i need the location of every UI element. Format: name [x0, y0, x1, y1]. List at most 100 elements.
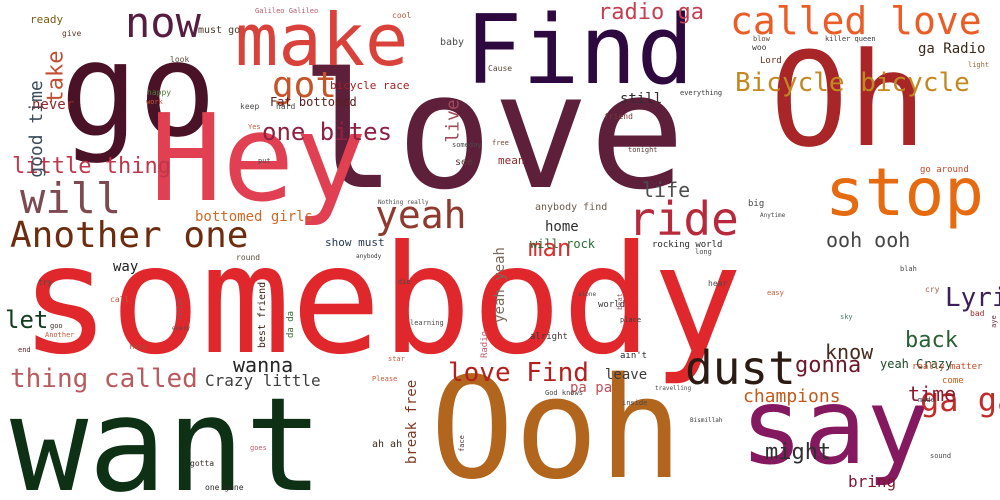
- word-goes: goes: [250, 444, 267, 452]
- word-leave: leave: [605, 367, 648, 383]
- word-champions: champions: [743, 386, 841, 407]
- word-wanna: wanna: [233, 353, 294, 377]
- word-back: back: [905, 328, 958, 353]
- word-round: round: [236, 253, 261, 262]
- word-see: see: [455, 157, 474, 168]
- word-know: know: [825, 340, 874, 364]
- word-work: work: [146, 98, 163, 106]
- phrase-galileo-galileo: Galileo Galileo: [255, 7, 319, 15]
- word-bring: bring: [848, 472, 897, 491]
- word-made: made: [918, 396, 935, 404]
- phrase-radio-ga: radio ga: [598, 0, 704, 25]
- word-mama: Mama: [130, 343, 147, 351]
- word-bad: bad: [970, 309, 985, 318]
- phrase-really-matter: really matter: [912, 362, 983, 372]
- phrase-da-da: da da: [286, 310, 297, 339]
- word-end: end: [18, 346, 31, 354]
- phrase-killer-queen: killer queen: [825, 35, 876, 43]
- word-sound: sound: [930, 452, 952, 460]
- phrase-bicycle-bicycle: Bicycle bicycle: [735, 68, 970, 98]
- word-call: call: [110, 295, 130, 304]
- phrase-yeah-yeah: yeah yeah: [491, 247, 508, 323]
- phrase-little-thing: little thing: [12, 154, 171, 179]
- word-hear: hear: [708, 279, 728, 288]
- word-give: give: [62, 29, 82, 38]
- word-travelling: travelling: [655, 385, 692, 392]
- word-stop: stop: [825, 154, 984, 231]
- phrase-one-gone: one gone: [205, 483, 244, 492]
- word-still: still: [620, 91, 663, 107]
- word-home: home: [545, 219, 579, 235]
- word-tonight: tonight: [628, 146, 658, 154]
- word-beat: beat: [615, 293, 624, 310]
- word-hard: hard: [276, 102, 296, 111]
- word-happy: happy: [147, 88, 172, 97]
- phrase-best-friend: best friend: [257, 281, 269, 349]
- word-star: star: [388, 355, 405, 363]
- phrase-pa-pa: pa pa: [570, 380, 613, 396]
- word-every: every: [172, 325, 191, 332]
- phrase-must-go: must go: [198, 25, 241, 36]
- word-learning: learning: [410, 319, 444, 327]
- word-fallen: fallen: [176, 298, 184, 320]
- word-easy: easy: [767, 289, 784, 297]
- word-cool: cool: [392, 11, 412, 20]
- phrase-will-rock: will rock: [530, 237, 596, 251]
- phrase-break-free: break free: [404, 379, 421, 465]
- word-anybody: anybody: [356, 253, 382, 260]
- word-baby: baby: [440, 37, 465, 48]
- word-live: live: [442, 99, 464, 143]
- word-die: die: [398, 278, 411, 286]
- phrase-love-find: love Find: [448, 358, 589, 388]
- phrase-ga-ga: ga ga: [920, 381, 1000, 419]
- word-never: never: [32, 97, 75, 113]
- word-everything: everything: [680, 89, 723, 97]
- phrase-bicycle-race: bicycle race: [330, 79, 410, 92]
- word-take: take: [43, 50, 69, 104]
- word-woo: woo: [752, 43, 767, 52]
- word-goo: goo: [50, 322, 63, 330]
- phrase-ah-ah: ah ah: [372, 439, 403, 450]
- word-mean: mean: [498, 154, 525, 167]
- word-cause: Cause: [488, 64, 513, 73]
- word-yeah: yeah: [375, 193, 467, 237]
- phrase-called-love: called love: [730, 0, 982, 43]
- word-blow: blow: [753, 35, 770, 43]
- phrase-ga-radio: ga Radio: [918, 41, 986, 57]
- word-love: love: [300, 38, 686, 225]
- phrase-one-bites: one bites: [262, 118, 393, 146]
- word-alright: alright: [530, 332, 568, 342]
- word-gonna: gonna: [795, 353, 862, 378]
- word-blah: blah: [900, 265, 917, 273]
- word-aint: ain't: [620, 351, 648, 361]
- word-man: man: [528, 234, 572, 262]
- word-face: face: [457, 435, 466, 452]
- word-ooh-large: Ooh: [430, 348, 683, 500]
- phrase-anybody-find: anybody find: [535, 202, 608, 213]
- word-anytime: Anytime: [760, 212, 786, 219]
- word-find: Find: [465, 0, 694, 106]
- word-please: Please: [372, 375, 398, 383]
- word-ready: ready: [30, 13, 64, 26]
- word-long: long: [695, 248, 712, 256]
- word-ride: ride: [628, 192, 739, 246]
- word-might: might: [765, 440, 832, 465]
- word-time: time: [908, 382, 957, 406]
- word-will: will: [20, 174, 122, 223]
- word-radio: Radio: [480, 330, 491, 359]
- word-bismillah: Bismillah: [690, 417, 723, 424]
- phrase-rocking-world: rocking world: [652, 240, 723, 250]
- word-make: make: [235, 0, 409, 82]
- word-way: way: [113, 259, 139, 275]
- word-look: look: [170, 55, 190, 64]
- word-try: try: [38, 278, 53, 287]
- word-put: put: [258, 157, 271, 165]
- word-life: life: [642, 178, 691, 202]
- word-free: free: [492, 139, 509, 147]
- word-say: say: [740, 366, 930, 488]
- word-got: got: [272, 65, 338, 106]
- word-light: light: [968, 61, 990, 69]
- phrase-crazy-little: Crazy little: [205, 371, 321, 390]
- word-now: now: [125, 0, 201, 47]
